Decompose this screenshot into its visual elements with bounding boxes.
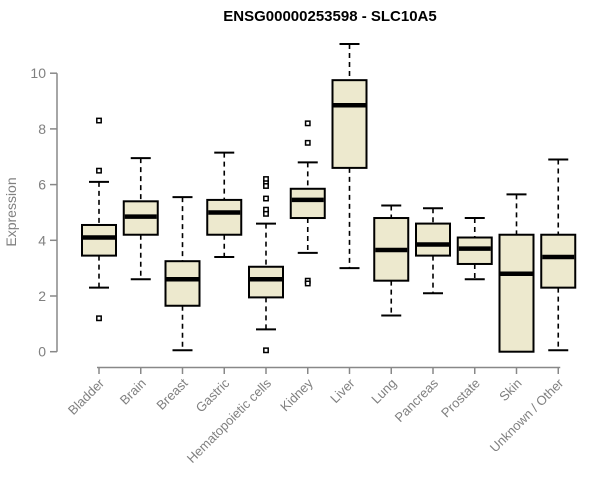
outlier-point bbox=[263, 195, 269, 202]
y-tick-label: 4 bbox=[38, 232, 46, 248]
box-group-unknown-other bbox=[540, 158, 577, 352]
box-group-lung bbox=[373, 204, 410, 317]
y-tick-label: 6 bbox=[38, 177, 46, 193]
outlier-point bbox=[304, 120, 311, 127]
x-tick-label: Skin bbox=[496, 376, 524, 404]
x-tick-label: Prostate bbox=[438, 376, 483, 421]
chart-title: ENSG00000253598 - SLC10A5 bbox=[223, 8, 436, 25]
iqr-box bbox=[206, 198, 243, 236]
x-tick-label: Unknown / Other bbox=[487, 375, 567, 455]
y-tick-label: 8 bbox=[38, 121, 46, 137]
iqr-box bbox=[498, 233, 535, 353]
x-tick-label: Liver bbox=[327, 375, 358, 406]
iqr-box bbox=[164, 260, 201, 307]
y-tick-label: 2 bbox=[38, 288, 46, 304]
outlier-point bbox=[96, 315, 102, 322]
outlier-point bbox=[263, 183, 269, 189]
y-axis-label: Expression bbox=[3, 177, 19, 246]
outlier-point bbox=[263, 210, 269, 217]
iqr-box bbox=[540, 233, 577, 289]
iqr-box bbox=[415, 222, 451, 257]
box-group-kidney bbox=[289, 120, 326, 287]
outlier-point bbox=[96, 167, 102, 174]
x-tick-label: Brain bbox=[117, 376, 149, 408]
box-group-hematopoietic-cells bbox=[248, 176, 284, 354]
x-tick-label: Kidney bbox=[277, 375, 316, 414]
iqr-box bbox=[248, 265, 284, 299]
x-tick-label: Bladder bbox=[65, 375, 108, 418]
x-tick-label: Lung bbox=[368, 376, 399, 407]
box-group-brain bbox=[122, 157, 159, 281]
outlier-point bbox=[304, 139, 311, 146]
box-group-bladder bbox=[81, 117, 117, 322]
outlier-point bbox=[263, 347, 269, 354]
iqr-box bbox=[289, 187, 326, 220]
y-tick-label: 10 bbox=[30, 65, 46, 81]
box-group-liver bbox=[331, 42, 368, 270]
box-group-gastric bbox=[206, 151, 243, 259]
iqr-box bbox=[81, 223, 117, 257]
x-tick-label: Breast bbox=[153, 375, 190, 412]
box-group-prostate bbox=[456, 217, 493, 281]
iqr-box bbox=[331, 79, 368, 169]
x-tick-label: Gastric bbox=[193, 375, 233, 415]
box-group-pancreas bbox=[415, 207, 451, 295]
outlier-point bbox=[304, 280, 311, 287]
box-group-skin bbox=[498, 193, 535, 353]
outlier-point bbox=[96, 117, 102, 124]
x-tick-label: Pancreas bbox=[392, 375, 442, 425]
y-tick-label: 0 bbox=[38, 344, 46, 360]
box-group-breast bbox=[164, 196, 201, 352]
